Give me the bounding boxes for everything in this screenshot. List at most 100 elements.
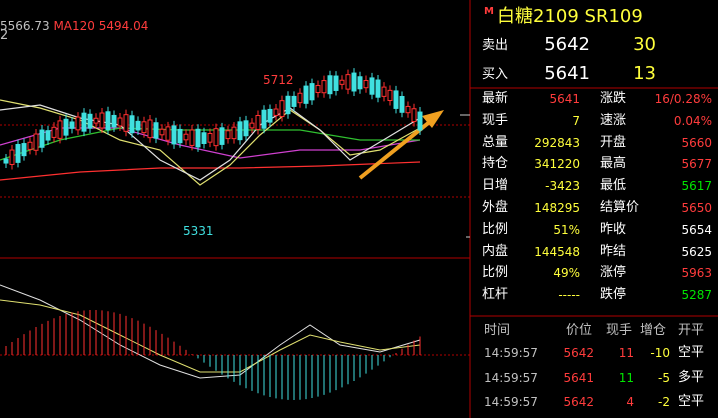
candle-body — [3, 158, 9, 164]
trade-type: 多平 — [678, 369, 705, 385]
high-label: 5712 — [263, 73, 294, 87]
trade-type: 空平 — [678, 345, 705, 360]
trade-price: 5642 — [563, 346, 594, 360]
candle-body — [237, 121, 243, 141]
candle-body — [273, 108, 279, 116]
stat-label: 结算价 — [600, 200, 640, 215]
candle-body — [99, 112, 105, 129]
ask-volume: 30 — [633, 34, 656, 55]
candle-body — [15, 143, 21, 163]
candle-body — [387, 89, 393, 102]
trade-price: 5642 — [563, 395, 594, 409]
stat-value: 5677 — [681, 157, 712, 172]
stat-label: 开盘 — [600, 134, 627, 150]
candle-body — [297, 92, 303, 104]
ma-label: 5566.73 MA120 5494.04 — [0, 18, 148, 34]
title: 白糖2109 SR109 — [497, 6, 643, 27]
ma-line — [0, 161, 421, 181]
candle-body — [45, 130, 51, 141]
trade-time: 14:59:57 — [484, 395, 538, 409]
candle-body — [195, 128, 201, 148]
stat-value: 7 — [572, 113, 580, 128]
stat-value: 5654 — [681, 222, 712, 237]
stat-value: 341220 — [534, 157, 580, 172]
stat-label: 日增 — [482, 178, 509, 194]
candle-body — [201, 132, 207, 145]
trade-header: 时间 — [484, 323, 511, 338]
candle-body — [267, 108, 273, 123]
trade-header: 现手 — [606, 323, 633, 338]
stat-value: 5287 — [681, 288, 712, 303]
candle-body — [345, 74, 351, 90]
stat-value: ----- — [558, 288, 580, 303]
candle-body — [231, 126, 237, 140]
candle-body — [183, 133, 189, 141]
axis-label: 2 — [0, 28, 9, 43]
stat-label: 昨收 — [600, 221, 627, 237]
candle-body — [123, 114, 129, 132]
trade-time: 14:59:57 — [484, 346, 538, 360]
candle-body — [339, 79, 345, 85]
candle-body — [333, 75, 339, 91]
macd-line — [0, 284, 421, 379]
candle-body — [57, 120, 63, 139]
stat-label: 速涨 — [600, 112, 627, 128]
candle-body — [315, 84, 321, 94]
candle-body — [189, 129, 195, 146]
stat-value: 5963 — [681, 266, 712, 281]
stat-label: 涨停 — [600, 265, 627, 281]
marker: M — [484, 6, 494, 17]
stat-value: 292843 — [534, 135, 580, 150]
trade-oi: -10 — [650, 346, 670, 360]
stat-label: 现手 — [482, 112, 509, 128]
candle-body — [417, 111, 423, 131]
stat-value: 16/0.28% — [654, 92, 712, 106]
candle-body — [117, 117, 123, 127]
stat-value: 148295 — [534, 201, 580, 215]
trade-price: 5641 — [563, 370, 594, 385]
stat-label: 杠杆 — [482, 287, 509, 303]
stat-label: 最新 — [482, 91, 509, 106]
stat-label: 外盘 — [482, 200, 509, 215]
stat-label: 总量 — [482, 134, 509, 150]
candle-body — [147, 119, 153, 139]
stat-value: 5641 — [549, 92, 580, 106]
candle-body — [393, 90, 399, 109]
trade-header: 价位 — [566, 323, 593, 338]
trade-volume: 4 — [626, 395, 634, 409]
candle-body — [141, 121, 147, 134]
candle-body — [375, 79, 381, 98]
candle-body — [27, 141, 33, 150]
stat-value: -3423 — [545, 179, 580, 194]
candle-body — [165, 126, 171, 141]
stat-label: 涨跌 — [600, 91, 627, 106]
bid-label: 买入 — [482, 67, 509, 82]
candle-body — [369, 77, 375, 95]
candle-body — [291, 95, 297, 107]
candle-body — [69, 121, 75, 129]
ask-label: 卖出 — [482, 38, 509, 53]
candle-body — [33, 133, 39, 151]
candle-body — [321, 80, 327, 94]
candle-body — [279, 100, 285, 118]
ma-value: 5566.73 — [0, 19, 50, 33]
candle-body — [327, 75, 333, 95]
candle-body — [153, 122, 159, 139]
arrow-head — [422, 110, 444, 128]
trade-header: 开平 — [678, 323, 705, 338]
stat-value: 144548 — [534, 244, 580, 259]
candle-body — [309, 83, 315, 101]
candle-body — [129, 115, 135, 134]
trade-type: 空平 — [678, 394, 705, 409]
candle-body — [9, 149, 15, 165]
candle-body — [63, 118, 69, 136]
candle-body — [357, 76, 363, 90]
ma120: MA120 5494.04 — [53, 19, 149, 33]
candle-body — [105, 111, 111, 131]
candle-body — [159, 128, 165, 136]
candle-body — [51, 126, 57, 138]
candle-body — [255, 115, 261, 130]
candle-body — [93, 117, 99, 124]
